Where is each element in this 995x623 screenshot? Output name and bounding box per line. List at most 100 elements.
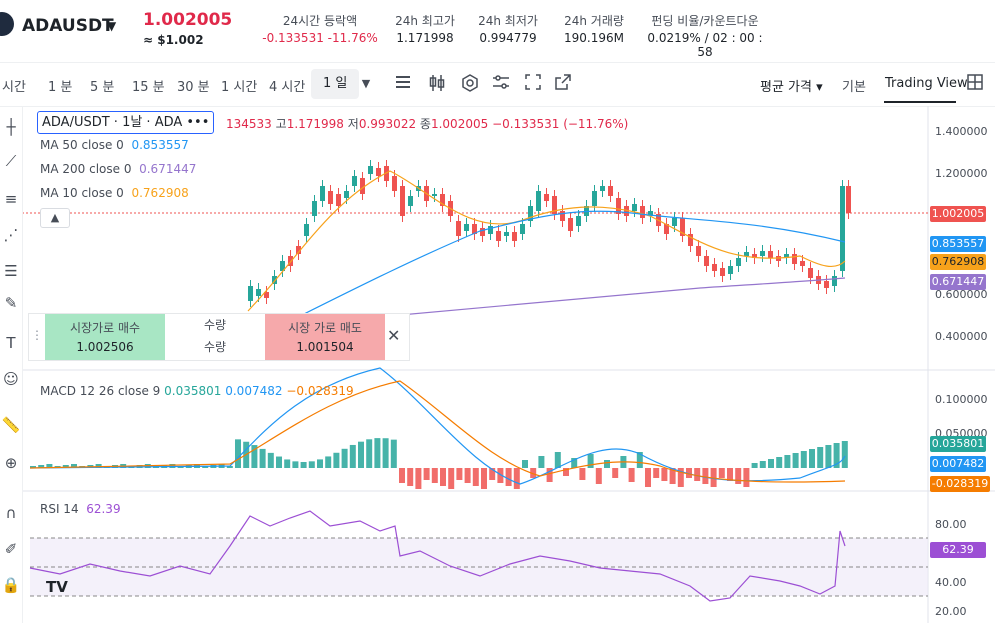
- emoji-icon[interactable]: ☺: [3, 370, 19, 388]
- candle-body: [832, 276, 837, 286]
- chart-canvas[interactable]: [0, 106, 995, 623]
- macd-histogram-bar: [235, 439, 241, 468]
- close-icon[interactable]: ✕: [387, 326, 401, 345]
- candle-body: [400, 186, 405, 216]
- macd-histogram-bar: [636, 452, 643, 468]
- fib-icon[interactable]: ☰: [4, 262, 18, 280]
- timeframe-hour[interactable]: 시간: [2, 80, 26, 95]
- candle-body: [480, 228, 485, 236]
- macd-histogram-bar: [768, 459, 774, 468]
- macd-histogram-bar: [399, 468, 405, 483]
- stat-funding-value: 0.0219% / 02 : 00 : 58: [647, 31, 763, 59]
- timeframe-5m[interactable]: 5 분: [90, 80, 115, 95]
- ohlc-close: 1.002005: [430, 117, 489, 131]
- candle-body: [792, 254, 797, 264]
- macd-signal-line: [29, 380, 846, 483]
- candlestick-icon[interactable]: [427, 74, 447, 94]
- magnet-icon[interactable]: ∩: [5, 504, 17, 522]
- share-icon[interactable]: [553, 74, 573, 94]
- candle-body: [752, 254, 757, 258]
- timeframe-1m[interactable]: 1 분: [48, 80, 73, 95]
- candle-body: [648, 211, 653, 216]
- sell-label: 시장 가로 매도: [288, 321, 362, 335]
- stat-volume-label: 24h 거래량: [564, 14, 624, 28]
- candle-body: [272, 276, 277, 284]
- chart-symbol-label[interactable]: ADA/USDT · 1날 · ADA •••: [37, 111, 215, 134]
- chevron-down-icon[interactable]: ▼: [107, 19, 117, 33]
- lock-icon[interactable]: 🔒: [1, 576, 21, 594]
- macd-histogram-bar: [226, 466, 233, 468]
- ruler-icon[interactable]: 📏: [1, 416, 21, 434]
- candle-body: [440, 194, 445, 206]
- trendline-icon[interactable]: ⟋: [5, 152, 17, 170]
- candle-body: [712, 264, 717, 271]
- timeframe-1h[interactable]: 1 시간: [221, 80, 258, 95]
- market-buy-button[interactable]: 시장가로 매수 1.002506: [45, 314, 165, 360]
- price-axis-label: 1.200000: [935, 167, 988, 180]
- timeframe-4h[interactable]: 4 시간: [269, 80, 306, 95]
- node-pattern-icon[interactable]: ⋰: [3, 226, 19, 244]
- macd-histogram-bar: [841, 441, 848, 468]
- timeframe-1d[interactable]: 1 일: [311, 69, 360, 99]
- ma10-legend[interactable]: MA 10 close 0 0.762908: [40, 186, 189, 200]
- macd-histogram-bar: [645, 468, 651, 487]
- candle-body: [392, 176, 397, 191]
- macd-histogram-bar: [513, 468, 520, 489]
- buy-label: 시장가로 매수: [69, 321, 141, 335]
- candle-body: [296, 246, 301, 254]
- macd-histogram-bar: [259, 448, 266, 468]
- view-basic-tab[interactable]: 기본: [842, 80, 866, 95]
- macd-legend[interactable]: MACD 12 26 close 9 0.035801 0.007482 −0.…: [40, 384, 354, 398]
- macd-hist-tag: 0.035801: [930, 436, 986, 452]
- macd-histogram-bar: [776, 457, 783, 468]
- fullscreen-icon[interactable]: [523, 74, 543, 94]
- candle-body: [552, 196, 557, 214]
- macd-histogram-bar: [341, 448, 348, 468]
- crosshair-icon[interactable]: ┼: [6, 118, 16, 136]
- macd-histogram-bar: [653, 468, 660, 478]
- market-sell-button[interactable]: 시장 가로 매도 1.001504: [265, 314, 385, 360]
- lock-drawing-icon[interactable]: ✐: [4, 540, 18, 558]
- rsi-axis-label: 20.00: [935, 605, 967, 618]
- ohlc-readout: 134533 고1.171998 저0.993022 종1.002005 −0.…: [226, 115, 628, 132]
- candle-body: [496, 231, 501, 241]
- tradingview-logo: TV: [46, 578, 68, 596]
- macd-histogram-bar: [300, 461, 307, 468]
- macd-histogram-bar: [825, 445, 832, 468]
- text-tool-icon[interactable]: T: [6, 334, 16, 352]
- quick-trade-panel: ⋮⋮ 시장가로 매수 1.002506 수량 수량 시장 가로 매도 1.001…: [28, 313, 410, 361]
- macd-histogram-bar: [456, 468, 463, 480]
- settings-gear-icon[interactable]: [460, 74, 480, 94]
- collapse-legend-button[interactable]: ▲: [40, 208, 70, 228]
- ma200-line: [299, 277, 846, 325]
- ma200-legend[interactable]: MA 200 close 0 0.671447: [40, 162, 196, 176]
- ma50-legend[interactable]: MA 50 close 0 0.853557: [40, 138, 189, 152]
- macd-histogram-bar: [800, 451, 807, 468]
- timeframe-30m[interactable]: 30 분: [177, 80, 210, 95]
- chevron-down-icon[interactable]: ▼: [361, 77, 371, 90]
- macd-histogram-bar: [522, 460, 528, 468]
- macd-histogram-bar: [284, 459, 291, 468]
- brush-icon[interactable]: ✎: [4, 294, 18, 312]
- candle-body: [536, 191, 541, 211]
- layout-grid-icon[interactable]: [965, 74, 985, 94]
- macd-histogram-bar: [587, 454, 594, 468]
- quantity-input[interactable]: 수량: [203, 340, 227, 354]
- chart-area[interactable]: [0, 106, 995, 623]
- candle-body: [576, 216, 581, 226]
- indicator-sliders-icon[interactable]: [491, 74, 511, 94]
- macd-histogram-bar: [686, 468, 692, 478]
- horizontal-lines-icon[interactable]: ≡: [4, 190, 18, 208]
- candle-body: [328, 191, 333, 204]
- symbol-selector[interactable]: ADAUSDT: [22, 16, 114, 36]
- menu-icon[interactable]: [393, 74, 413, 94]
- timeframe-15m[interactable]: 15 분: [132, 80, 165, 95]
- ma200-value: 0.671447: [139, 162, 197, 176]
- price-type-dropdown[interactable]: 평균 가격 ▾: [760, 80, 823, 95]
- rsi-legend[interactable]: RSI 14 62.39: [40, 502, 121, 516]
- view-tradingview-tab[interactable]: Trading View: [885, 76, 968, 91]
- zoom-in-icon[interactable]: ⊕: [4, 454, 18, 472]
- macd-histogram-bar: [546, 468, 553, 482]
- macd-histogram-bar: [202, 466, 209, 468]
- candle-body: [304, 224, 309, 236]
